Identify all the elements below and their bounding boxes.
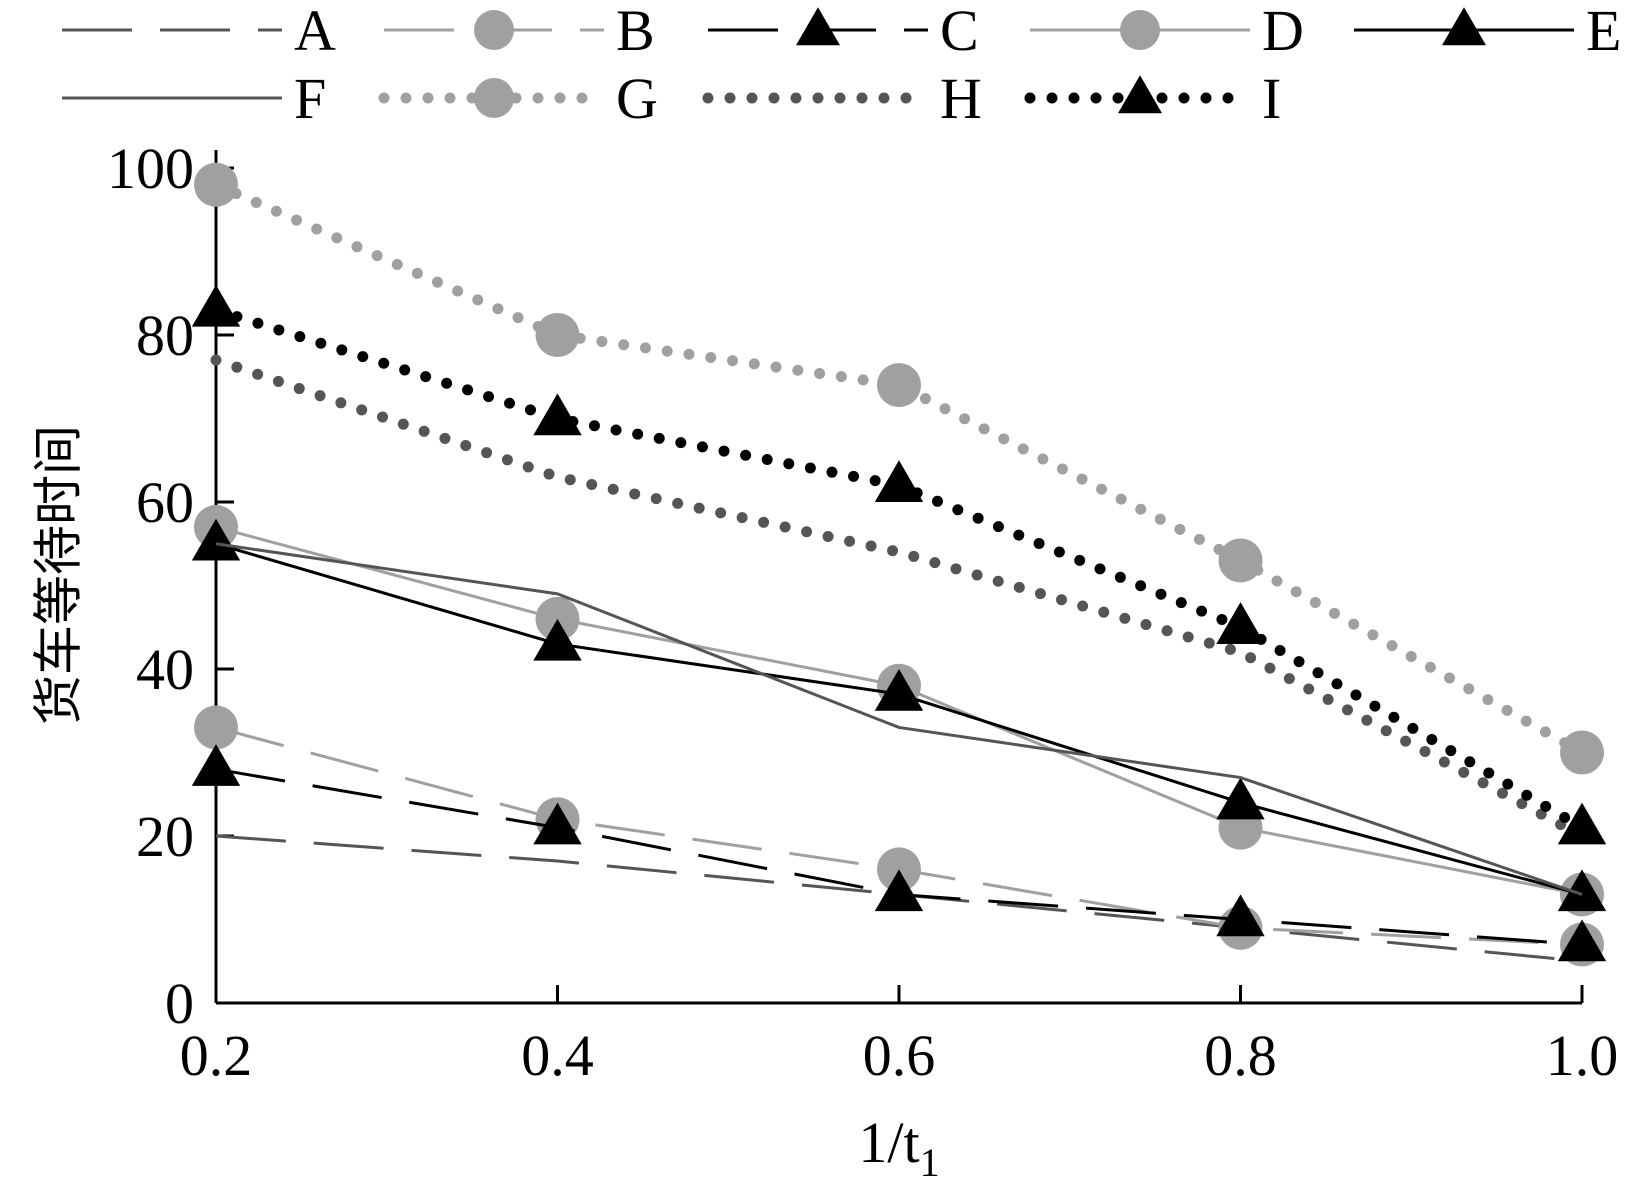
series-A	[215, 834, 1583, 963]
series-H	[210, 354, 1588, 842]
series-layer	[191, 162, 1607, 967]
ticks: 0 20 40 60 80 100 0.2 0.4 0.6 0.8 1.0	[107, 136, 1618, 1088]
series-I	[191, 284, 1607, 845]
legend: A B C D E F G H I	[62, 0, 1621, 131]
data-point-G	[1218, 538, 1263, 583]
series-E	[191, 518, 1607, 912]
x-tick-label: 0.2	[180, 1023, 253, 1088]
y-axis-title: 货车等待时间	[30, 425, 88, 725]
legend-label: E	[1586, 0, 1621, 63]
series-B	[194, 705, 1604, 967]
data-point-E	[874, 668, 924, 711]
x-axis-title-subscript: 1	[920, 1140, 940, 1180]
data-point-E	[1557, 869, 1607, 912]
data-point-G	[1560, 730, 1604, 775]
data-point-E	[191, 518, 241, 561]
legend-swatch-marker	[796, 7, 840, 46]
legend-label: G	[616, 66, 658, 131]
x-axis-title: 1/t1	[858, 1110, 939, 1180]
x-tick-label: 0.6	[863, 1023, 936, 1088]
legend-label: B	[616, 0, 655, 63]
x-tick-label: 0.8	[1204, 1023, 1277, 1088]
data-point-B	[194, 705, 238, 750]
series-line-H	[210, 354, 1588, 842]
y-axis-title-text: 货车等待时间	[30, 425, 88, 725]
y-tick-label: 40	[136, 637, 194, 702]
legend-swatch-marker	[1118, 75, 1162, 114]
legend-swatch-marker	[474, 78, 514, 118]
series-line-A	[215, 834, 1583, 963]
legend-item-C: C	[708, 0, 979, 63]
y-tick-label: 60	[136, 470, 194, 535]
y-tick-label: 100	[107, 136, 194, 201]
data-point-G	[194, 162, 238, 207]
legend-label: I	[1262, 66, 1281, 131]
legend-item-G: G	[378, 66, 658, 131]
data-point-C	[1216, 894, 1265, 937]
data-point-I	[874, 460, 924, 503]
series-line-B	[215, 726, 1583, 947]
y-tick-label: 80	[136, 303, 194, 368]
data-point-C	[533, 802, 582, 845]
legend-label: A	[294, 0, 336, 63]
legend-item-I: I	[1024, 66, 1281, 131]
data-point-E	[533, 618, 582, 661]
legend-swatch-marker	[1120, 10, 1160, 50]
legend-label: D	[1262, 0, 1304, 63]
legend-label: H	[940, 66, 982, 131]
y-tick-label: 20	[136, 804, 194, 869]
legend-label: C	[940, 0, 979, 63]
data-point-I	[1557, 802, 1607, 845]
data-point-E	[1216, 777, 1265, 820]
series-F	[215, 542, 1583, 896]
legend-item-E: E	[1354, 0, 1621, 63]
legend-item-F: F	[62, 66, 326, 131]
data-point-I	[191, 284, 241, 327]
data-point-C	[191, 744, 241, 786]
legend-swatch-marker	[1442, 7, 1486, 46]
data-point-I	[533, 393, 582, 436]
legend-item-B: B	[384, 0, 655, 63]
y-tick-label: 0	[165, 971, 194, 1036]
series-C	[191, 744, 1607, 962]
series-line-F	[215, 542, 1583, 896]
x-tick-label: 0.4	[521, 1023, 594, 1088]
data-point-I	[1216, 602, 1265, 644]
x-tick-label: 1.0	[1546, 1023, 1619, 1088]
data-point-G	[877, 363, 921, 408]
legend-item-A: A	[62, 0, 336, 63]
legend-item-D: D	[1030, 0, 1304, 63]
legend-item-H: H	[702, 66, 982, 131]
series-G	[194, 162, 1604, 775]
series-line-G	[210, 179, 1588, 758]
data-point-C	[1557, 919, 1607, 962]
data-point-C	[874, 869, 924, 912]
series-line-E	[215, 542, 1583, 896]
x-axis-title-main: 1/t	[858, 1110, 919, 1175]
legend-swatch-marker	[474, 10, 514, 50]
legend-label: F	[294, 66, 326, 131]
data-point-G	[535, 313, 580, 357]
